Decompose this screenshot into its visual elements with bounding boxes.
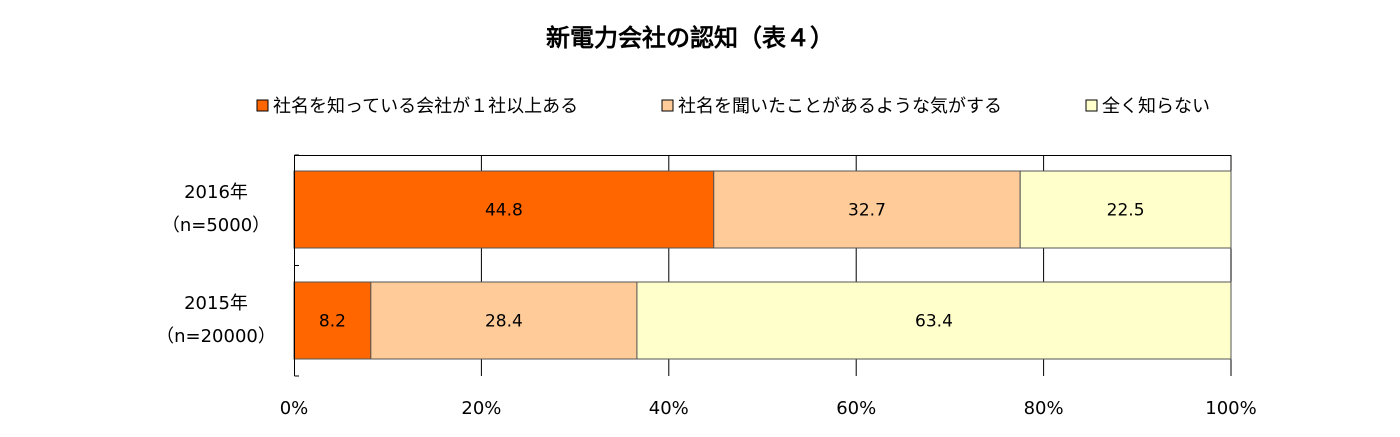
x-tick-label: 20% [461,398,501,419]
bar-segment [370,281,638,360]
data-label: 63.4 [915,312,953,332]
category-label: 2015年 （n=20000） [156,293,276,347]
category-label-line: 2016年 [184,182,248,203]
legend-swatch [256,99,269,112]
category-label-line: （n=20000） [156,326,276,347]
chart-title: 新電力会社の認知（表４） [546,24,834,52]
legend: 社名を知っている会社が１社以上ある 社名を聞いたことがあるような気がする 全く知らな… [256,96,1210,117]
data-label: 22.5 [1107,201,1145,221]
category-label-line: 2015年 [184,293,248,314]
bar-segment [636,281,1232,360]
x-tick-label: 80% [1024,398,1064,419]
legend-swatch [661,99,674,112]
x-tick-label: 100% [1205,398,1256,419]
plot-area: 44.8 32.7 22.5 2016年 （n=5000） 8.2 28.4 63.4 2015… [156,154,1257,419]
data-label: 44.8 [485,201,523,221]
x-tick-label: 40% [649,398,689,419]
data-label: 32.7 [848,201,886,221]
bar-segment [293,170,715,249]
x-tick-label: 60% [836,398,876,419]
legend-label: 全く知らない [1102,96,1210,117]
category-label-line: （n=5000） [162,215,270,236]
x-tick-label: 0% [280,398,309,419]
bar-segment [293,281,372,360]
bar-segment [1019,170,1232,249]
data-label: 8.2 [319,312,346,332]
legend-label: 社名を知っている会社が１社以上ある [273,96,578,117]
legend-swatch [1085,99,1098,112]
category-label: 2016年 （n=5000） [162,182,270,236]
legend-label: 社名を聞いたことがあるような気がする [678,96,1002,117]
data-label: 28.4 [485,312,523,332]
